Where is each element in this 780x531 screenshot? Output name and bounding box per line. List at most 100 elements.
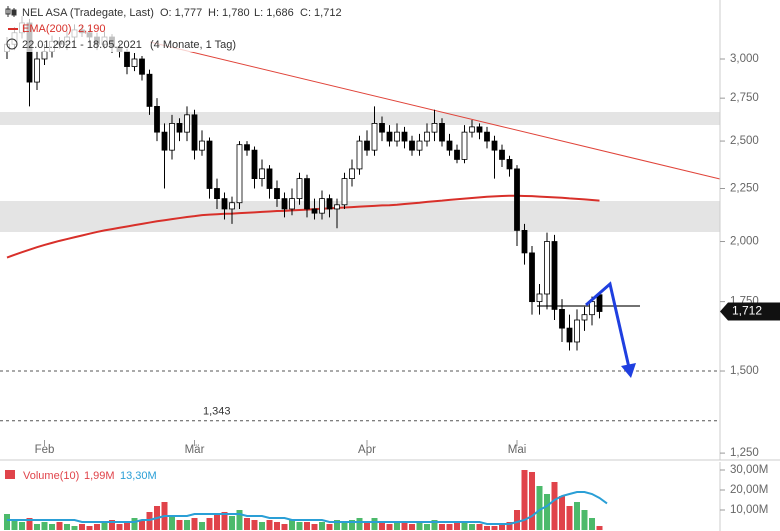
candle-body <box>154 106 160 133</box>
candle-body <box>274 188 280 200</box>
volume-bar <box>386 524 393 530</box>
volume-bar <box>476 524 483 530</box>
volume-bar <box>274 522 280 530</box>
chart-title: NEL ASA (Tradegate, Last) <box>22 7 154 19</box>
support-label: 1,343 <box>203 406 231 418</box>
volume-bar <box>506 522 513 530</box>
ohlc-open: O: 1,777 <box>160 7 202 19</box>
volume-bar <box>566 506 573 530</box>
volume-tick-label: 20,00M <box>730 484 768 496</box>
candle-body <box>289 198 295 210</box>
volume-bar <box>56 522 63 530</box>
volume-bar <box>304 522 310 530</box>
arrow-head <box>621 363 636 378</box>
volume-bar <box>409 524 415 530</box>
volume-bar <box>499 524 505 530</box>
candle-body <box>349 168 355 180</box>
volume-tick-label: 30,00M <box>730 464 768 476</box>
candle-body <box>206 140 213 189</box>
volume-bar <box>431 520 438 530</box>
volume-bar <box>559 496 565 530</box>
ema-legend: EMA(200) <box>22 23 72 35</box>
candle-body <box>409 140 415 151</box>
volume-bar <box>71 526 78 530</box>
candle-body <box>176 123 183 133</box>
candle-body <box>401 131 408 142</box>
volume-icon <box>5 470 15 479</box>
volume-bar <box>296 522 303 530</box>
volume-bar <box>454 522 460 530</box>
volume-bar <box>101 522 108 530</box>
volume-bar <box>41 522 48 530</box>
x-tick-label: Mai <box>508 444 527 456</box>
ohlc-high: H: 1,780 <box>208 7 250 19</box>
volume-bar <box>484 526 490 530</box>
candle-body <box>371 123 378 151</box>
volume-bar <box>461 522 468 530</box>
candle-body <box>199 140 205 151</box>
candle-body <box>184 114 190 133</box>
candle-body <box>514 168 520 231</box>
volume-bar <box>169 516 175 530</box>
volume-bar <box>364 522 370 530</box>
y-tick-label: 2,000 <box>730 236 759 248</box>
candle-body <box>461 131 468 160</box>
volume-bar <box>64 524 70 530</box>
candle-body <box>521 230 528 254</box>
x-tick-label: Apr <box>358 444 376 456</box>
candle-body <box>386 131 393 142</box>
candle-body <box>499 149 505 160</box>
volume-bar <box>326 524 333 530</box>
volume-bar <box>446 524 453 530</box>
candle-body <box>34 58 40 83</box>
volume-bar <box>86 526 93 530</box>
period: (4 Monate, 1 Tag) <box>150 39 236 51</box>
candle-body <box>334 204 340 210</box>
price-tag <box>720 302 780 321</box>
candle-body <box>124 51 130 67</box>
candle-body <box>544 241 550 295</box>
volume-bar <box>11 520 18 530</box>
volume-bar <box>514 510 520 530</box>
candle-body <box>191 114 198 151</box>
ema-value: 2,190 <box>78 23 106 35</box>
volume-bar <box>379 522 385 530</box>
candle-body <box>439 123 445 142</box>
candle-body <box>236 144 243 204</box>
candle-body <box>596 294 603 312</box>
candle-body <box>244 144 250 151</box>
volume-bar <box>251 520 258 530</box>
x-tick-label: Mär <box>185 444 205 456</box>
volume-bar <box>34 524 40 530</box>
volume-bar <box>4 514 10 530</box>
price-tag-label: 1,712 <box>732 304 762 318</box>
volume-last: 1,99M <box>84 470 115 482</box>
candle-body <box>169 123 175 151</box>
volume-bar <box>416 522 423 530</box>
volume-bar <box>191 518 198 530</box>
volume-bar <box>206 518 213 530</box>
volume-bar <box>94 524 100 530</box>
volume-bar <box>229 516 235 530</box>
volume-bar <box>79 524 85 530</box>
y-tick-label: 1,250 <box>730 447 759 459</box>
volume-bar <box>574 502 580 530</box>
candle-body <box>454 149 460 160</box>
candle-body <box>589 301 595 316</box>
candle-body <box>476 126 483 133</box>
volume-bar <box>401 522 408 530</box>
candle-body <box>41 51 48 60</box>
volume-bar <box>311 524 318 530</box>
candle-body <box>551 241 558 310</box>
ema-line <box>6 194 600 259</box>
candle-body <box>559 309 565 329</box>
candle-body <box>529 252 535 303</box>
y-tick-label: 2,750 <box>730 92 759 104</box>
volume-bar <box>19 522 25 530</box>
volume-bar <box>281 524 288 530</box>
volume-bar <box>581 510 588 530</box>
candle-body <box>446 140 453 151</box>
candle-body <box>139 58 145 75</box>
candle-body <box>281 198 288 210</box>
